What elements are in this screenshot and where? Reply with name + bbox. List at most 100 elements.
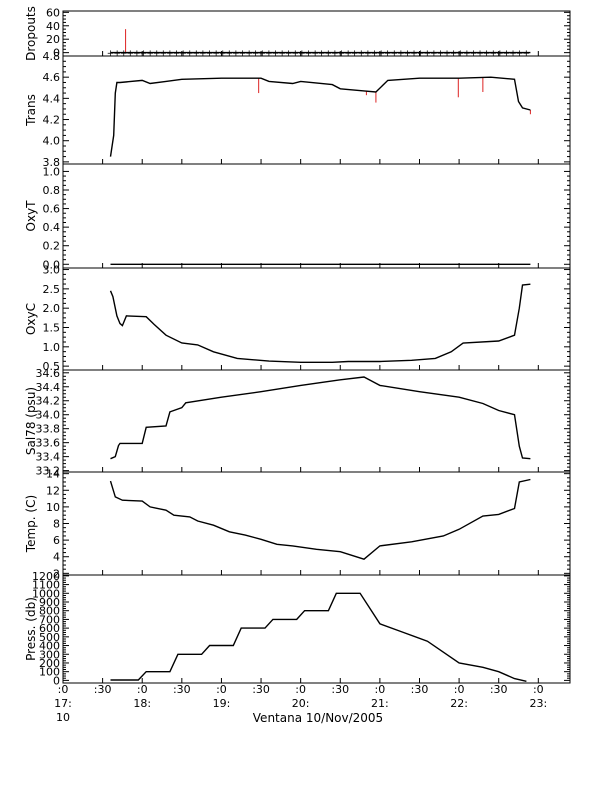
data-point-marker: + [496,49,504,59]
x-tick-label: :30 [331,683,349,696]
data-point-marker: + [113,49,121,59]
x-tick-label: :0 [58,683,69,696]
data-point-marker: + [186,49,194,59]
data-trace [110,592,527,682]
y-tick-label: 60 [46,6,60,19]
y-tick-label: 700 [39,613,60,626]
data-point-marker: + [509,49,517,59]
data-point-marker: + [127,49,135,59]
x-tick-label: :0 [454,683,465,696]
x-tick-label: 10 [56,711,70,724]
data-point-marker: + [331,49,339,59]
y-tick-label: 4.2 [43,114,61,127]
panel-5: 2 4 6 8 10 12 14 Temp. (C) [24,468,571,580]
y-tick-label: 4 [53,551,60,564]
data-point-marker: + [470,49,478,59]
y-tick-label: 800 [39,605,60,618]
data-point-marker: + [140,49,148,59]
y-tick-label: 14 [46,468,60,481]
y-tick-label: 1.0 [43,341,61,354]
panel-6: 0100200300400500600700800900100011001200… [24,570,571,687]
y-tick-label: 0.8 [43,184,61,197]
data-point-marker: + [410,49,418,59]
data-point-marker: + [437,49,445,59]
x-tick-label: 20: [292,697,310,710]
data-point-marker: + [265,49,273,59]
y-tick-label: 4.8 [43,50,61,63]
y-axis-label: OxyT [24,200,38,232]
data-point-marker: + [107,49,115,59]
y-tick-label: 1000 [32,587,60,600]
y-tick-label: 1200 [32,570,60,583]
data-point-marker: + [206,49,214,59]
y-tick-label: 12 [46,484,60,497]
x-tick-label: :30 [94,683,112,696]
y-tick-label: 3.0 [43,264,61,277]
data-point-marker: + [219,49,227,59]
data-point-marker: + [476,49,484,59]
y-tick-label: 34.2 [36,395,61,408]
data-point-marker: + [166,49,174,59]
y-tick-label: 34.6 [36,367,61,380]
y-tick-label: 33.8 [36,423,61,436]
panel-frame [62,574,571,684]
x-tick-label: :30 [490,683,508,696]
y-tick-label: 20 [46,33,60,46]
data-point-marker: + [239,49,247,59]
data-point-marker: + [483,49,491,59]
y-tick-label: 2 [53,567,60,580]
data-point-marker: + [489,49,497,59]
data-point-marker: + [318,49,326,59]
data-trace [109,76,531,157]
data-point-marker: + [344,49,352,59]
y-tick-label: 100 [39,666,60,679]
x-tick-label: :30 [411,683,429,696]
data-point-marker: + [298,49,306,59]
y-tick-label: 1100 [32,579,60,592]
y-tick-label: 4.0 [43,135,61,148]
panel-3: 0.5 1.0 1.5 2.0 2.5 3.0 OxyC [24,264,571,373]
data-point-marker: + [522,49,530,59]
data-trace [109,478,531,560]
data-point-marker: + [146,49,154,59]
data-point-marker: + [325,49,333,59]
y-axis-label: Sal78 (psu) [24,387,38,455]
y-axis-label: Temp. (C) [24,495,38,553]
data-point-marker: + [252,49,260,59]
y-tick-label: 1.5 [43,322,61,335]
panel-4: 33.233.433.633.834.034.234.434.6 Sal78 (p… [24,367,571,478]
data-point-marker: + [364,49,372,59]
data-point-marker: + [397,49,405,59]
data-point-marker: + [173,49,181,59]
y-tick-label: 600 [39,622,60,635]
data-point-marker: + [377,49,385,59]
y-axis-label: Dropouts [24,6,38,61]
data-point-marker: + [338,49,346,59]
x-tick-label: 21: [371,697,389,710]
y-tick-label: 6 [53,534,60,547]
data-point-marker: + [311,49,319,59]
panel-frame [62,369,571,473]
data-trace [110,376,531,460]
x-tick-label: :0 [216,683,227,696]
x-tick-label: 17: [54,697,72,710]
data-point-marker: + [245,49,253,59]
data-point-marker: + [463,49,471,59]
y-tick-label: 33.2 [36,465,61,478]
data-point-marker: + [424,49,432,59]
x-tick-label: :30 [252,683,270,696]
data-trace [109,283,531,363]
x-tick-label: 22: [450,697,468,710]
panel-frame [62,163,571,269]
data-point-marker: + [153,49,161,59]
y-tick-label: 34.0 [36,409,61,422]
x-tick-label: 23: [529,697,547,710]
data-point-marker: + [292,49,300,59]
data-point-marker: + [450,49,458,59]
y-tick-label: 8 [53,518,60,531]
y-tick-label: 1.0 [43,165,61,178]
y-tick-label: 3.8 [43,156,61,169]
y-tick-label: 0.2 [43,240,61,253]
x-tick-label: :0 [295,683,306,696]
